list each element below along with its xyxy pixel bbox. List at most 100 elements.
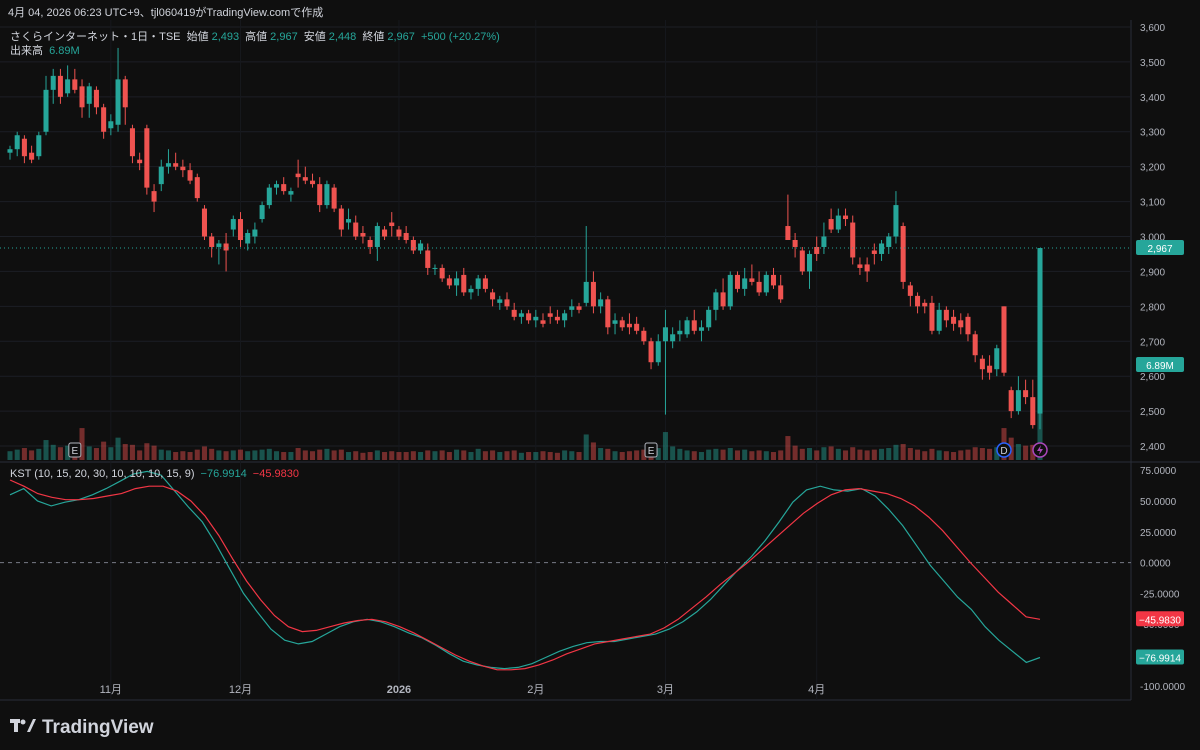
volume-bar bbox=[237, 449, 244, 460]
candle-body bbox=[1008, 390, 1014, 412]
candle-body bbox=[137, 159, 143, 164]
volume-bar bbox=[454, 449, 460, 460]
candle bbox=[432, 264, 438, 275]
tradingview-logo[interactable]: TradingView bbox=[10, 717, 154, 739]
volume-bar bbox=[526, 452, 532, 460]
candle-body bbox=[871, 250, 877, 254]
candle bbox=[756, 271, 762, 296]
candle bbox=[612, 313, 618, 335]
candle bbox=[951, 309, 957, 331]
volume-bar bbox=[684, 450, 690, 460]
candle bbox=[36, 131, 42, 160]
candle bbox=[475, 274, 481, 296]
candle-body bbox=[749, 278, 755, 282]
candle bbox=[317, 177, 323, 213]
candle bbox=[331, 184, 337, 213]
candle bbox=[389, 212, 395, 237]
candle bbox=[367, 236, 373, 254]
candle-body bbox=[828, 219, 834, 230]
price-tick-label: 3,000 bbox=[1140, 233, 1165, 244]
change-value: +500 (+20.27%) bbox=[420, 31, 500, 43]
volume-bar bbox=[230, 450, 236, 460]
candle bbox=[857, 257, 863, 275]
volume-bar bbox=[742, 449, 748, 460]
volume-bar bbox=[108, 447, 114, 460]
candle bbox=[482, 274, 488, 293]
candle bbox=[309, 173, 316, 188]
candle-body bbox=[821, 236, 827, 247]
last-price-tag bbox=[1136, 240, 1184, 256]
candle-body bbox=[43, 89, 49, 132]
close-label: 終値 bbox=[362, 31, 385, 43]
earnings-marker-label: E bbox=[71, 446, 78, 457]
candle-body bbox=[79, 86, 85, 108]
volume-bar bbox=[288, 452, 294, 460]
candle-body bbox=[734, 274, 741, 289]
kst-label[interactable]: KST (10, 15, 20, 30, 10, 10, 10, 15, 9) bbox=[10, 468, 195, 480]
volume-bar bbox=[173, 452, 179, 460]
candle bbox=[353, 215, 359, 240]
candle-body bbox=[338, 208, 344, 230]
candle-body bbox=[1001, 306, 1007, 373]
candle-body bbox=[245, 233, 251, 244]
candle bbox=[850, 215, 856, 265]
candle bbox=[29, 145, 35, 164]
price-tick-label: 2,700 bbox=[1140, 337, 1165, 348]
candle-body bbox=[65, 79, 71, 94]
candle-body bbox=[295, 173, 301, 178]
candle-body bbox=[662, 327, 668, 342]
candle-body bbox=[454, 278, 460, 286]
candle-body bbox=[907, 285, 913, 296]
chart-canvas[interactable]: 2,400 2,500 2,600 2,700 2,800 2,900 3,000 3,100… bbox=[0, 20, 1200, 720]
volume-bar bbox=[295, 448, 301, 460]
candle bbox=[288, 187, 294, 202]
candle-body bbox=[785, 226, 791, 240]
candle bbox=[806, 250, 813, 289]
volume-bar bbox=[21, 448, 27, 460]
candle bbox=[835, 208, 841, 234]
kst-tick-label: 0.0000 bbox=[1140, 559, 1171, 570]
price-tick-label: 3,400 bbox=[1140, 93, 1165, 104]
volume-bar bbox=[763, 451, 769, 460]
candle-body bbox=[129, 128, 135, 157]
volume-bar bbox=[360, 452, 366, 460]
candle bbox=[43, 75, 49, 136]
candle-body bbox=[230, 219, 236, 230]
kst-signal-value: −45.9830 bbox=[252, 468, 299, 480]
volume-bar bbox=[670, 446, 676, 460]
candle bbox=[497, 295, 503, 310]
volume-bar bbox=[770, 452, 777, 460]
volume-bar bbox=[785, 436, 791, 460]
volume-bar bbox=[598, 448, 604, 460]
volume-value: 6.89M bbox=[49, 45, 80, 57]
candle-body bbox=[317, 184, 323, 206]
volume-bar bbox=[144, 443, 150, 460]
volume-bar bbox=[850, 447, 856, 460]
candle bbox=[720, 278, 726, 310]
candle bbox=[706, 306, 712, 331]
candle bbox=[907, 281, 913, 307]
candle bbox=[648, 337, 654, 370]
volume-bar bbox=[576, 452, 582, 460]
dividend-marker-label: D bbox=[1000, 446, 1007, 457]
volume-bar bbox=[101, 441, 107, 460]
candle-body bbox=[569, 306, 575, 310]
candle-body bbox=[1015, 390, 1021, 412]
volume-label[interactable]: 出来高 bbox=[10, 45, 43, 57]
symbol-label[interactable]: さくらインターネット・1日・TSE bbox=[10, 31, 181, 43]
volume-bar bbox=[115, 437, 121, 460]
candle bbox=[843, 208, 849, 227]
candle bbox=[180, 159, 186, 178]
volume-bar bbox=[180, 451, 186, 460]
candle bbox=[792, 233, 798, 258]
candle bbox=[936, 302, 942, 335]
candle-body bbox=[36, 135, 42, 157]
candle bbox=[691, 309, 697, 335]
candle bbox=[295, 159, 301, 188]
volume-bar bbox=[951, 452, 957, 460]
volume-bar bbox=[965, 449, 971, 460]
volume-bar bbox=[562, 450, 568, 460]
lightning-icon bbox=[1037, 445, 1043, 455]
candle bbox=[540, 313, 546, 328]
candle bbox=[742, 267, 748, 296]
